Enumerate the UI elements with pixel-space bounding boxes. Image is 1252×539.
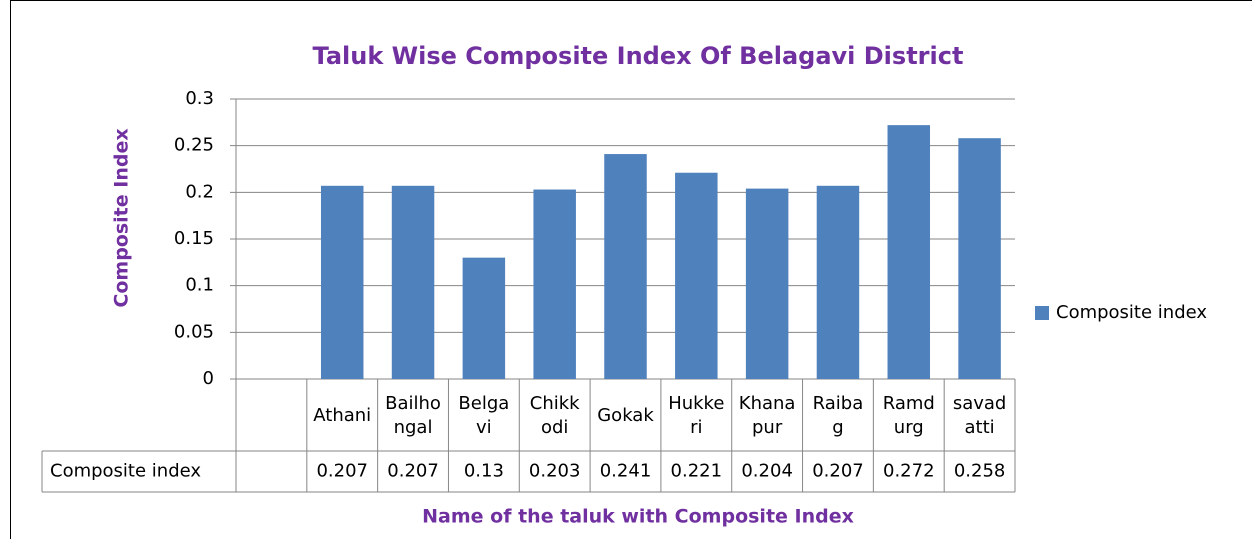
table-value: 0.272 bbox=[883, 461, 935, 482]
table-value: 0.204 bbox=[741, 461, 793, 482]
x-tick-label: savadatti bbox=[952, 393, 1007, 438]
bar bbox=[533, 189, 576, 379]
table-value: 0.203 bbox=[529, 461, 581, 482]
bar bbox=[887, 125, 931, 379]
y-tick-label: 0.2 bbox=[185, 181, 214, 202]
x-tick-label: Belgavi bbox=[458, 393, 510, 438]
x-tick-label: Ramdurg bbox=[882, 393, 935, 438]
table-value: 0.221 bbox=[671, 461, 723, 482]
y-tick-label: 0.1 bbox=[185, 275, 214, 296]
table-value: 0.258 bbox=[954, 461, 1006, 482]
chart-title: Taluk Wise Composite Index Of Belagavi D… bbox=[313, 42, 964, 70]
table-value: 0.207 bbox=[316, 461, 368, 482]
y-axis-title: Composite Index bbox=[111, 128, 133, 307]
bar bbox=[391, 185, 435, 379]
y-tick-label: 0 bbox=[203, 368, 214, 389]
x-tick-label: Raibag bbox=[812, 393, 864, 438]
x-tick-label: Khanapur bbox=[738, 393, 796, 438]
y-tick-label: 0.05 bbox=[174, 321, 214, 342]
legend-swatch bbox=[1035, 306, 1049, 320]
table-value: 0.241 bbox=[600, 461, 652, 482]
table-row-label: Composite index bbox=[50, 461, 201, 482]
x-axis-title: Name of the taluk with Composite Index bbox=[422, 506, 854, 528]
x-tick-label: Gokak bbox=[597, 405, 654, 426]
x-tick-label: Athani bbox=[313, 405, 372, 426]
table-value: 0.207 bbox=[387, 461, 439, 482]
table-value: 0.207 bbox=[812, 461, 864, 482]
bar bbox=[958, 138, 1001, 379]
bar bbox=[816, 185, 860, 379]
y-tick-label: 0.25 bbox=[174, 135, 214, 156]
y-tick-label: 0.15 bbox=[174, 228, 214, 249]
bar bbox=[675, 172, 718, 379]
bar bbox=[320, 185, 364, 379]
legend-label: Composite index bbox=[1056, 302, 1207, 323]
bar bbox=[745, 188, 789, 379]
y-tick-label: 0.3 bbox=[185, 88, 214, 109]
table-value: 0.13 bbox=[464, 461, 504, 482]
bar bbox=[462, 257, 506, 379]
x-tick-label: Bailhongal bbox=[385, 393, 441, 438]
bar bbox=[604, 154, 647, 379]
chart-frame bbox=[10, 0, 1252, 539]
x-tick-label: Hukkeri bbox=[668, 393, 725, 438]
x-tick-label: Chikkodi bbox=[529, 393, 580, 438]
